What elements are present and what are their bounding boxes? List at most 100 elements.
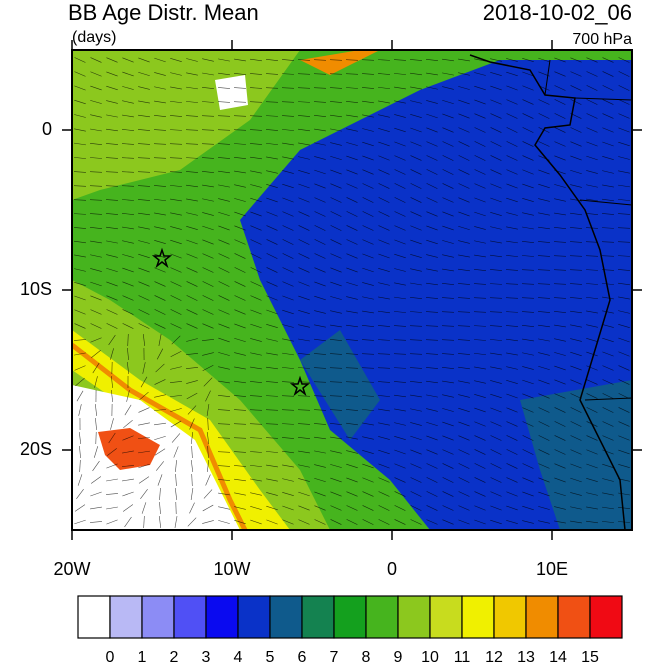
wind-vector [111, 376, 113, 388]
wind-vector [314, 338, 326, 342]
wind-vector [266, 338, 278, 342]
wind-vector [569, 227, 583, 229]
wind-vector [394, 155, 406, 161]
wind-vector [93, 446, 99, 458]
wind-vector [378, 86, 390, 90]
wind-vector [202, 364, 214, 372]
wind-vector [250, 58, 262, 62]
wind-vector [154, 198, 166, 202]
wind-vector [137, 143, 151, 145]
wind-vector [378, 100, 390, 104]
wind-vector [137, 185, 151, 187]
wind-vector [218, 225, 230, 231]
wind-vector [378, 128, 390, 132]
wind-vector [207, 445, 209, 459]
wind-vector [521, 255, 535, 257]
wind-vector [506, 520, 518, 524]
wind-vector [218, 506, 230, 510]
wind-vector [206, 460, 210, 472]
wind-vector [522, 325, 534, 327]
wind-vector [122, 114, 134, 118]
wind-vector [106, 57, 118, 63]
wind-vector [458, 353, 470, 355]
wind-vector [474, 505, 486, 511]
wind-vector [122, 71, 134, 77]
wind-vector [506, 352, 518, 356]
wind-vector [521, 269, 535, 271]
wind-vector [394, 449, 406, 455]
wind-vector [234, 323, 246, 329]
wind-vector [538, 449, 550, 455]
wind-vector [345, 73, 359, 75]
wind-vector [393, 339, 407, 341]
wind-vector [474, 352, 486, 356]
wind-vector [458, 58, 470, 62]
wind-vector [522, 155, 534, 161]
wind-vector [425, 367, 439, 369]
wind-vector [170, 86, 182, 90]
wind-vector [78, 404, 82, 416]
wind-vector [233, 423, 247, 425]
wind-vector [74, 323, 86, 329]
wind-vector [186, 58, 198, 62]
wind-vector [362, 197, 374, 203]
colorbar-box [141, 595, 175, 639]
wind-vector [474, 421, 486, 427]
wind-vector [314, 519, 326, 525]
wind-vector [394, 141, 406, 147]
wind-vector [506, 183, 518, 189]
wind-vector [378, 477, 390, 483]
colorbar-label: 6 [298, 649, 307, 666]
wind-vector [490, 197, 502, 203]
wind-vector [426, 519, 438, 525]
wind-vector [586, 407, 598, 413]
wind-vector [154, 323, 166, 329]
wind-vector [138, 86, 150, 90]
wind-vector [378, 114, 390, 118]
wind-vector [554, 463, 566, 469]
wind-vector [586, 155, 598, 161]
wind-vector [138, 199, 150, 201]
wind-vector [538, 198, 550, 202]
wind-vector [127, 348, 129, 360]
wind-vector [90, 337, 102, 343]
wind-vector [124, 404, 132, 416]
wind-vector [202, 504, 214, 512]
wind-vector [266, 281, 278, 287]
wind-vector [506, 226, 518, 230]
wind-vector [186, 198, 198, 202]
wind-vector [201, 157, 215, 159]
wind-vector [553, 269, 567, 271]
wind-vector [138, 100, 150, 104]
wind-vector [522, 99, 534, 105]
wind-vector [265, 129, 279, 131]
wind-vector [394, 253, 406, 259]
wind-vector [442, 99, 454, 105]
wind-vector [105, 213, 119, 215]
wind-vector [490, 339, 502, 341]
wind-vector [170, 212, 182, 216]
wind-vector [282, 309, 294, 315]
wind-vector [314, 169, 326, 175]
wind-vector [90, 142, 102, 146]
wind-vector [425, 339, 439, 341]
wind-vector [329, 87, 343, 89]
wind-vector [108, 334, 116, 346]
wind-vector [298, 478, 310, 482]
wind-vector [217, 409, 231, 411]
wind-vector [314, 267, 326, 273]
wind-vector [490, 477, 502, 483]
wind-vector [618, 351, 630, 357]
wind-vector [250, 295, 262, 301]
wind-vector [106, 226, 118, 230]
wind-vector [506, 141, 518, 147]
wind-vector [297, 73, 311, 75]
wind-vector [618, 282, 630, 286]
wind-vector [586, 463, 598, 469]
wind-vector [570, 492, 582, 496]
wind-vector [346, 519, 358, 525]
colorbar-box [429, 595, 463, 639]
wind-vector [330, 296, 342, 300]
wind-vector [426, 197, 438, 203]
wind-vector [202, 58, 214, 62]
